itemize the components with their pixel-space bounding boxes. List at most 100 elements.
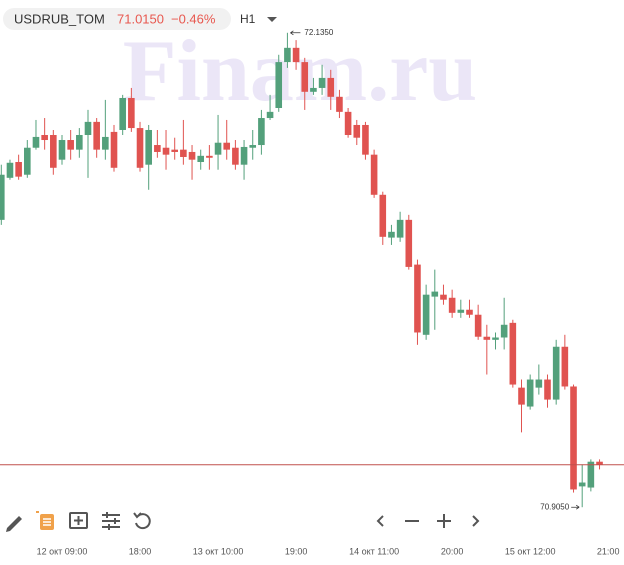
candle-body <box>570 386 577 490</box>
candle-body <box>544 379 551 400</box>
watermark: Finam.ru <box>123 23 477 120</box>
candle-body <box>405 219 413 267</box>
candle-body <box>535 379 543 388</box>
candle-body <box>353 124 361 138</box>
candle-body <box>102 136 109 150</box>
scroll-left[interactable] <box>376 515 384 527</box>
candle-body <box>171 149 178 152</box>
candle-body <box>500 324 508 338</box>
candle-body <box>154 145 161 152</box>
candle-body <box>50 135 57 168</box>
candle-body <box>578 482 586 487</box>
candle-body <box>509 322 517 385</box>
min-label: 70.9050 <box>540 502 569 511</box>
candle-body <box>310 87 317 92</box>
candle-body <box>336 96 343 112</box>
zoom-in[interactable] <box>437 514 451 528</box>
add-chart-tool[interactable] <box>69 512 88 529</box>
candle-body <box>275 62 283 108</box>
x-tick-label: 15 окт 12:00 <box>505 546 556 556</box>
toolbar <box>6 511 480 532</box>
candle-body <box>119 97 126 130</box>
candle-body <box>110 131 118 168</box>
plot-area: 12 окт 09:00 18:00 13 окт 10:00 19:00 14 окт… <box>0 28 624 556</box>
candle-body <box>76 135 83 150</box>
candle-body <box>136 128 144 168</box>
timeframe-dropdown[interactable] <box>267 17 277 22</box>
x-tick-label: 20:00 <box>441 546 464 556</box>
candle-body <box>396 219 404 238</box>
candle-body <box>474 314 482 337</box>
candle-body <box>561 346 569 387</box>
candle-body <box>284 47 291 63</box>
timeframe[interactable]: H1 <box>240 12 256 26</box>
candle-body <box>596 461 603 465</box>
undo-tool[interactable] <box>133 512 151 530</box>
candle-body <box>32 136 40 148</box>
candle-body <box>457 309 465 313</box>
candle-body <box>128 97 135 129</box>
candle-body <box>448 297 456 313</box>
x-tick-label: 12 окт 09:00 <box>37 546 88 556</box>
candle-body <box>318 77 326 88</box>
candle-body <box>492 337 499 340</box>
settings-tool[interactable] <box>102 512 120 530</box>
candle-body <box>587 461 595 488</box>
scroll-right[interactable] <box>472 515 480 527</box>
header-pill <box>3 8 231 30</box>
candle-body <box>301 62 309 92</box>
x-tick-label: 14 окт 11:00 <box>349 546 399 556</box>
candle-body <box>431 291 439 297</box>
candle-body <box>6 162 14 178</box>
candle-body <box>370 154 378 195</box>
candle-body <box>84 121 92 135</box>
candle-body <box>0 174 5 220</box>
last-price: 71.0150 <box>117 11 164 26</box>
candle-body <box>292 47 300 63</box>
x-tick-label: 13 окт 10:00 <box>193 546 244 556</box>
candle-body <box>414 264 421 333</box>
candle-body <box>249 145 257 148</box>
candle-body <box>145 129 152 165</box>
candle-body <box>466 309 473 315</box>
min-arrow <box>571 504 580 510</box>
candle-body <box>526 379 534 407</box>
candle-body <box>518 387 525 405</box>
candle-body <box>440 294 447 300</box>
candle-body <box>552 346 560 400</box>
candle-body <box>362 124 369 155</box>
candle-body <box>41 135 48 141</box>
price-change: −0.46% <box>171 11 216 26</box>
candle-body <box>344 111 352 135</box>
candle-body <box>266 111 274 119</box>
candle-body <box>258 118 265 146</box>
max-arrow <box>290 30 301 36</box>
symbol: USDRUB_TOM <box>14 11 105 26</box>
indicators-tool[interactable] <box>36 511 54 530</box>
candle-body <box>24 147 31 175</box>
candle-body <box>67 140 74 150</box>
candle-body <box>232 147 239 165</box>
candle-body <box>327 77 335 97</box>
candle-body <box>240 146 248 165</box>
draw-tool[interactable] <box>6 516 22 532</box>
candle-body <box>223 142 231 150</box>
candle-body <box>162 147 170 155</box>
candle-body <box>180 149 187 157</box>
candle-body <box>197 155 205 162</box>
candle-body <box>58 140 66 160</box>
candle-body <box>388 231 395 238</box>
candle-body <box>214 142 222 155</box>
candle-body <box>206 155 213 158</box>
max-label: 72.1350 <box>304 28 333 37</box>
candle-body <box>483 336 491 340</box>
x-tick-label: 19:00 <box>285 546 308 556</box>
candle-body <box>93 121 100 150</box>
candle-body <box>15 162 22 177</box>
x-tick-label: 18:00 <box>129 546 152 556</box>
header: USDRUB_TOM 71.0150 −0.46% H1 <box>3 8 277 30</box>
candle-body <box>422 294 430 335</box>
candle-body <box>188 151 196 160</box>
